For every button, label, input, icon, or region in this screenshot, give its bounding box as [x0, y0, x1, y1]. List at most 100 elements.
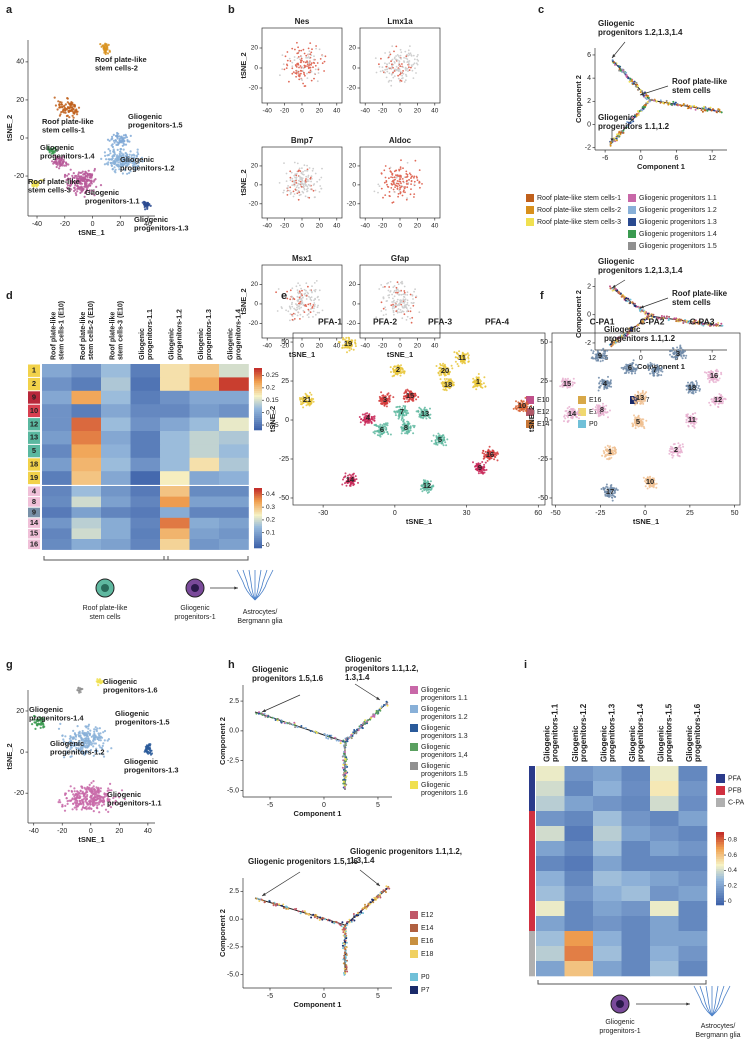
cell-dot — [57, 108, 59, 110]
cell-dot — [137, 149, 139, 151]
cell-dot — [397, 292, 399, 294]
cell-dot — [100, 158, 102, 160]
cell-dot — [407, 174, 409, 176]
cell-dot — [290, 193, 292, 195]
cell-dot — [400, 55, 402, 57]
cell-dot — [402, 302, 404, 304]
cell-dot — [648, 368, 650, 370]
cell-dot — [297, 46, 299, 48]
cell-dot — [304, 170, 306, 172]
cell-dot — [392, 77, 394, 79]
cell-dot — [599, 380, 601, 382]
cluster-id: 19 — [344, 339, 352, 348]
column-header: progenitors-1.4 — [236, 309, 243, 360]
cell-dot — [627, 298, 629, 300]
cell-dot — [637, 365, 639, 367]
cell-dot — [315, 314, 317, 316]
icon-label: stem cells — [89, 614, 121, 621]
cell-dot — [390, 167, 392, 169]
cell-dot — [389, 191, 391, 193]
cell-dot — [300, 73, 302, 75]
cell-dot — [388, 57, 390, 59]
cell-dot — [382, 197, 384, 199]
cell-dot — [634, 404, 636, 406]
heatmap-cell — [219, 486, 249, 497]
cell-dot — [286, 64, 288, 66]
cell-dot — [592, 352, 594, 354]
cell-dot — [411, 180, 413, 182]
cell-dot — [411, 176, 413, 178]
heatmap-cell — [101, 364, 131, 378]
cell-dot — [486, 469, 488, 471]
cell-dot — [412, 70, 414, 72]
cell-dot — [302, 183, 304, 185]
column-header: Gliogenic — [228, 328, 235, 360]
x-tick-label: 40 — [333, 343, 341, 350]
cell-dot — [113, 134, 115, 136]
cell-dot — [388, 186, 390, 188]
heatmap-cell — [131, 458, 161, 472]
cell-dot — [321, 188, 323, 190]
cell-dot — [399, 74, 401, 76]
cell-dot — [435, 439, 437, 441]
x-tick-label: 60 — [534, 510, 542, 517]
cell-dot — [391, 173, 393, 175]
x-tick-label: 0 — [398, 108, 402, 115]
legend-swatch — [578, 420, 586, 428]
cell-dot — [307, 176, 309, 178]
heatmap-cell — [131, 431, 161, 445]
cell-dot — [289, 190, 291, 192]
x-tick-label: -20 — [280, 223, 290, 230]
x-tick-label: 20 — [316, 223, 324, 230]
colorbar-step — [254, 385, 262, 387]
cell-dot — [289, 320, 291, 322]
column-header: Roof plate-like — [80, 312, 87, 360]
cell-dot — [405, 79, 407, 81]
heatmap-cell — [190, 518, 220, 529]
row-label: 1 — [32, 366, 36, 375]
cell-dot — [408, 179, 410, 181]
cell-dot — [457, 363, 459, 365]
cell-dot — [306, 404, 308, 406]
cell-dot — [388, 290, 390, 292]
cell-dot — [685, 357, 687, 359]
cell-dot — [671, 104, 673, 106]
cell-dot — [455, 361, 457, 363]
cell-dot — [301, 78, 303, 80]
heatmap-cell — [72, 497, 102, 508]
cell-dot — [712, 108, 714, 110]
cell-dot — [395, 292, 397, 294]
cell-dot — [64, 174, 66, 176]
cell-dot — [668, 319, 670, 321]
cell-dot — [402, 167, 404, 169]
cell-dot — [633, 83, 635, 85]
y-tick-label: 40 — [16, 59, 24, 66]
cell-dot — [402, 310, 404, 312]
colorbar-step — [254, 508, 262, 510]
cell-dot — [305, 290, 307, 292]
cluster-id: 10 — [518, 401, 526, 410]
cell-dot — [298, 79, 300, 81]
cell-dot — [295, 179, 297, 181]
cell-dot — [710, 399, 712, 401]
x-tick-label: -40 — [263, 343, 273, 350]
cell-dot — [625, 297, 627, 299]
legend-label: P0 — [589, 421, 598, 428]
cell-dot — [312, 66, 314, 68]
cell-dot — [643, 108, 645, 110]
cell-dot — [406, 176, 408, 178]
cell-dot — [710, 404, 712, 406]
cell-dot — [144, 208, 146, 210]
cell-dot — [101, 46, 103, 48]
legend-swatch — [578, 396, 586, 404]
cell-dot — [717, 322, 719, 324]
x-tick-label: -6 — [602, 155, 608, 162]
heatmap-cell — [101, 391, 131, 405]
colorbar-step — [254, 403, 262, 405]
cell-dot — [357, 482, 359, 484]
cell-dot — [698, 385, 700, 387]
cell-dot — [319, 179, 321, 181]
cell-dot — [634, 372, 636, 374]
cell-dot — [296, 176, 298, 178]
cell-dot — [377, 184, 379, 186]
